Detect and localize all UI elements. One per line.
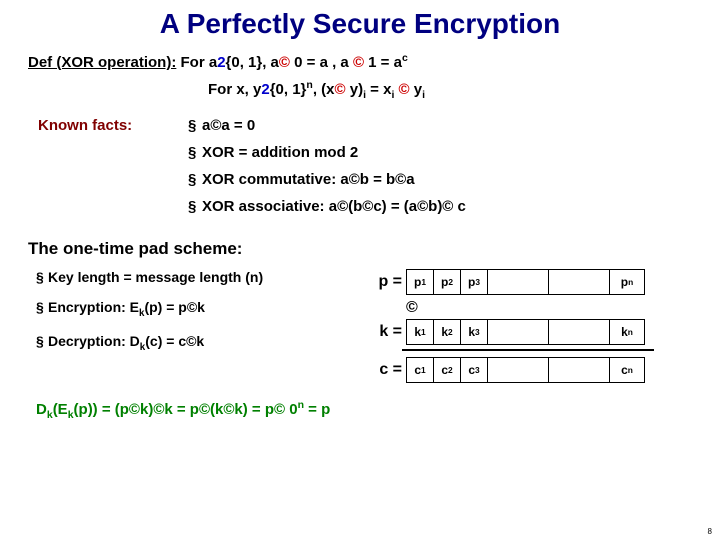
scheme-item: §Decryption: Dk(c) = c©k bbox=[28, 333, 368, 353]
bullet-icon: § bbox=[36, 269, 48, 285]
cell bbox=[548, 319, 610, 345]
row-label: c = bbox=[368, 361, 406, 379]
proof-line: Dk(Ek(p)) = (p©k)©k = p©(k©k) = p© 0n = … bbox=[28, 399, 692, 421]
cell: cn bbox=[609, 357, 645, 383]
def-label: Def (XOR operation): bbox=[28, 54, 176, 71]
bullet-icon: § bbox=[36, 299, 48, 315]
fact-item: §XOR associative: a©(b©c) = (a©b)© c bbox=[188, 198, 692, 215]
cell: kn bbox=[609, 319, 645, 345]
known-facts-list: §a©a = 0 §XOR = addition mod 2 §XOR comm… bbox=[188, 117, 692, 225]
cell: c2 bbox=[433, 357, 461, 383]
cell: k2 bbox=[433, 319, 461, 345]
bullet-icon: § bbox=[188, 198, 202, 215]
bullet-icon: § bbox=[188, 117, 202, 134]
table-row-c: c = c1 c2 c3 cn bbox=[368, 357, 692, 383]
fact-item: §XOR = addition mod 2 bbox=[188, 144, 692, 161]
row-label: k = bbox=[368, 323, 406, 341]
scheme-item: §Encryption: Ek(p) = p©k bbox=[28, 299, 368, 319]
definition-line: Def (XOR operation): For a2{0, 1}, a© 0 … bbox=[28, 52, 692, 71]
cell: c1 bbox=[406, 357, 434, 383]
xor-symbol: © bbox=[406, 299, 692, 317]
bullet-icon: § bbox=[36, 333, 48, 349]
cell: p1 bbox=[406, 269, 434, 295]
cell bbox=[487, 357, 549, 383]
cell: p3 bbox=[460, 269, 488, 295]
scheme-list: §Key length = message length (n) §Encryp… bbox=[28, 269, 368, 387]
scheme-title: The one-time pad scheme: bbox=[28, 239, 692, 259]
cell bbox=[548, 357, 610, 383]
cell bbox=[487, 319, 549, 345]
page-number: 8 bbox=[708, 527, 712, 536]
bullet-icon: § bbox=[188, 171, 202, 188]
slide-title: A Perfectly Secure Encryption bbox=[28, 8, 692, 40]
fact-item: §XOR commutative: a©b = b©a bbox=[188, 171, 692, 188]
divider bbox=[402, 349, 654, 351]
fact-item: §a©a = 0 bbox=[188, 117, 692, 134]
cell: k3 bbox=[460, 319, 488, 345]
table-row-p: p = p1 p2 p3 pn bbox=[368, 269, 692, 295]
cell: c3 bbox=[460, 357, 488, 383]
cell: pn bbox=[609, 269, 645, 295]
cell bbox=[487, 269, 549, 295]
row-label: p = bbox=[368, 273, 406, 291]
for-line: For x, y2{0, 1}n, (x© y)i = xi © yi bbox=[208, 79, 692, 101]
known-facts-label: Known facts: bbox=[28, 117, 188, 134]
table-row-k: k = k1 k2 k3 kn bbox=[368, 319, 692, 345]
bullet-icon: § bbox=[188, 144, 202, 161]
otp-table: p = p1 p2 p3 pn © k = k1 k2 bbox=[368, 269, 692, 387]
cell: p2 bbox=[433, 269, 461, 295]
cell: k1 bbox=[406, 319, 434, 345]
scheme-item: §Key length = message length (n) bbox=[28, 269, 368, 285]
cell bbox=[548, 269, 610, 295]
